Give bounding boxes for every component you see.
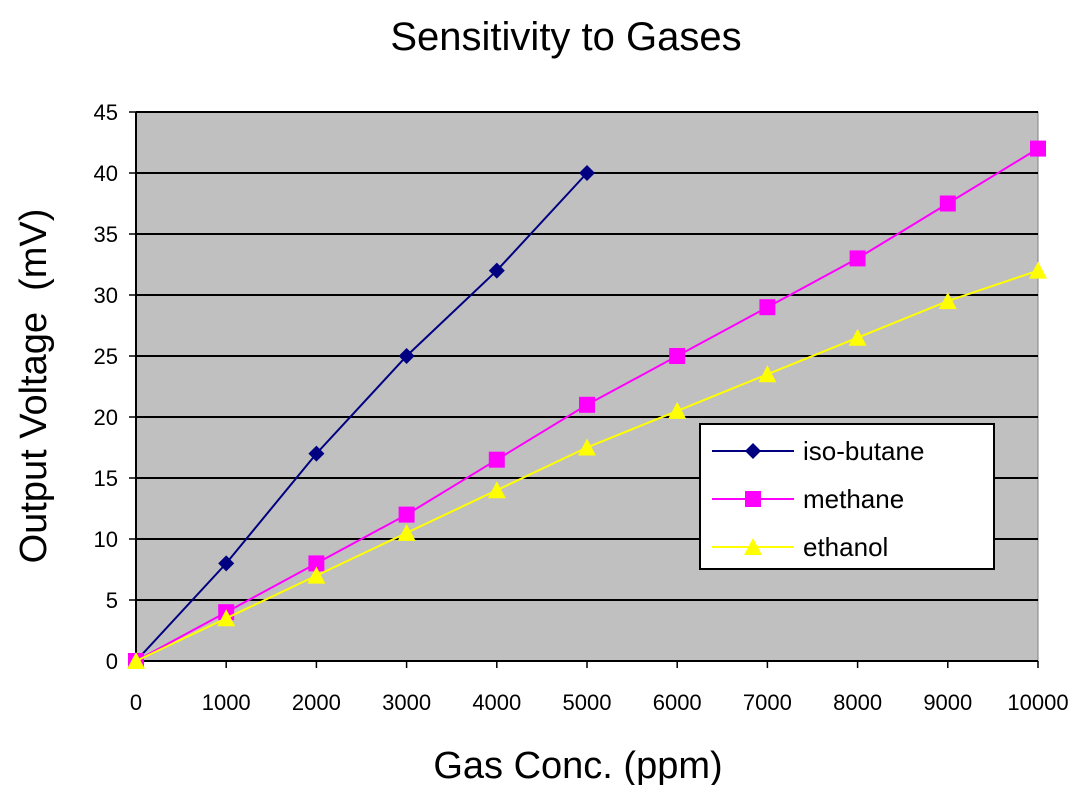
- x-tick-labels: 0 1000 2000 3000 4000 5000 6000 7000 8000 9000 100…: [130, 690, 1069, 715]
- legend-item: methane: [712, 484, 904, 514]
- plot-area: [135, 111, 1039, 662]
- data-point: [488, 262, 505, 279]
- data-point: [398, 348, 415, 364]
- data-point: [1029, 261, 1047, 279]
- y-tick-label: 10: [94, 527, 118, 552]
- legend-item: iso-butane: [712, 436, 924, 466]
- data-point: [579, 165, 595, 181]
- data-point: [308, 445, 325, 462]
- data-point: [1030, 140, 1046, 157]
- legend-swatch-marker: [745, 443, 761, 459]
- y-tick-label: 45: [94, 100, 118, 125]
- legend: iso-butane methane ethanol: [699, 423, 995, 570]
- y-tick-label: 15: [94, 466, 118, 491]
- legend-item: ethanol: [712, 532, 888, 562]
- data-point: [217, 609, 236, 627]
- data-point: [759, 299, 776, 316]
- data-point: [488, 451, 505, 468]
- y-axis-title: Output Voltage (mV): [13, 209, 55, 564]
- y-tick-label: 35: [94, 222, 118, 247]
- y-tick-label: 20: [94, 405, 118, 430]
- x-tick-label: 8000: [833, 690, 882, 715]
- series-layer: [127, 140, 1047, 669]
- data-point: [397, 523, 416, 541]
- series-line: [135, 172, 588, 662]
- x-tick-label: 4000: [472, 690, 521, 715]
- data-point: [939, 195, 956, 212]
- data-point: [849, 250, 866, 267]
- x-tick-label: 2000: [292, 690, 341, 715]
- x-tick-label: 9000: [923, 690, 972, 715]
- data-point: [308, 555, 325, 572]
- legend-label: ethanol: [803, 532, 888, 562]
- data-point: [218, 555, 235, 572]
- x-tick-label: 6000: [653, 690, 702, 715]
- x-axis-title: Gas Conc. (ppm): [433, 745, 722, 785]
- x-tick-label: 7000: [743, 690, 792, 715]
- x-tick-label: 1000: [202, 690, 251, 715]
- y-tick-label: 0: [106, 649, 118, 674]
- data-point: [669, 348, 686, 364]
- data-point: [668, 401, 687, 419]
- chart-title: Sensitivity to Gases: [390, 15, 741, 59]
- x-tick-label: 3000: [382, 690, 431, 715]
- legend-swatch-marker: [745, 491, 761, 507]
- grid-lines: [136, 111, 1038, 601]
- y-tick-label: 30: [94, 283, 118, 308]
- axes: [129, 111, 1039, 668]
- x-tick-label: 0: [130, 690, 142, 715]
- y-tick-label: 40: [94, 161, 118, 186]
- y-tick-labels: 0 5 10 15 20 25 30 35 40 45: [94, 100, 118, 674]
- data-point: [307, 566, 326, 584]
- series-methane: [128, 140, 1046, 669]
- data-point: [127, 652, 145, 669]
- legend-label: iso-butane: [803, 436, 924, 466]
- series-ethanol: [127, 261, 1047, 669]
- legend-swatch-marker: [744, 538, 762, 555]
- data-point: [938, 292, 957, 310]
- x-tick-label: 10000: [1007, 690, 1068, 715]
- data-point: [579, 396, 595, 413]
- data-point: [758, 365, 777, 383]
- legend-label: methane: [803, 484, 904, 514]
- data-point: [398, 506, 415, 523]
- data-point: [578, 438, 596, 456]
- x-tick-label: 5000: [563, 690, 612, 715]
- data-point: [848, 328, 867, 346]
- data-point: [487, 481, 506, 499]
- y-tick-label: 25: [94, 344, 118, 369]
- y-tick-label: 5: [106, 588, 118, 613]
